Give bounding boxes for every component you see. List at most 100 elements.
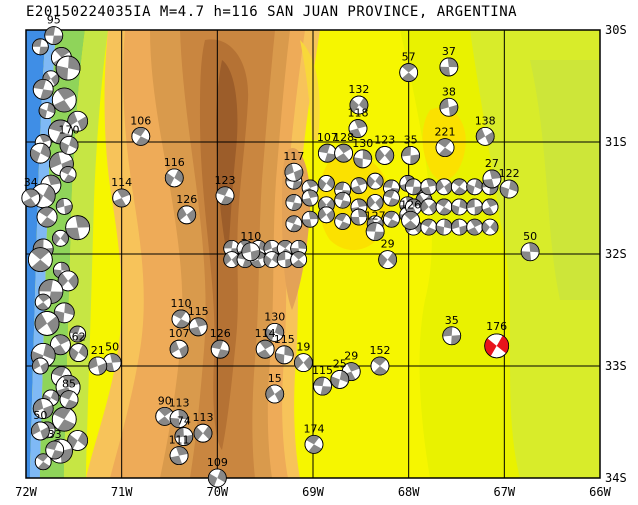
beachball-symbol: [334, 191, 352, 209]
beachball-symbol: [32, 398, 54, 419]
beachball-symbol: [420, 178, 438, 196]
lat-tick-label: 32S: [605, 247, 627, 261]
beachball-symbol: [169, 339, 189, 359]
beachball-symbol: [55, 197, 73, 215]
event-depth-label: 38: [442, 85, 456, 98]
event-depth-label: 110: [240, 230, 261, 243]
beachball-symbol: [169, 446, 189, 466]
event-depth-label: 95: [47, 14, 61, 27]
event-depth-label: 115: [188, 305, 209, 318]
map-title: E20150224035IA M=4.7 h=116 SAN JUAN PROV…: [26, 4, 518, 20]
beachball-symbol: [193, 423, 213, 443]
main-event-depth-label: 176: [486, 320, 507, 333]
beachball-symbol: [466, 178, 484, 196]
beachball-symbol: [274, 345, 294, 365]
beachball-symbol: [334, 143, 354, 163]
map-frame: [25, 29, 601, 479]
lat-tick-label: 34S: [605, 471, 627, 485]
event-depth-label: 37: [442, 45, 456, 58]
lat-tick-label: 33S: [605, 359, 627, 373]
beachball-symbol: [38, 102, 56, 120]
lat-tick-label: 30S: [605, 23, 627, 37]
beachball-symbol: [42, 70, 60, 88]
event-depth-label: 19: [296, 341, 310, 354]
beachball-symbol: [69, 325, 87, 343]
beachball-symbol: [435, 198, 453, 216]
event-depth-label: 170: [59, 123, 80, 136]
beachball-symbol: [405, 178, 422, 196]
beachball-symbol: [29, 142, 51, 164]
beachball-symbol: [435, 218, 453, 236]
event-depth-label: 33: [48, 428, 62, 441]
beachball-symbol: [420, 198, 438, 216]
lat-tick-label: 31S: [605, 135, 627, 149]
event-depth-label: 35: [404, 133, 418, 146]
beachball-symbol: [285, 194, 303, 211]
event-depth-label: 126: [400, 198, 421, 211]
beachball-symbol: [59, 135, 79, 155]
beachball-symbol: [378, 250, 398, 270]
beachball-symbol: [466, 218, 484, 236]
event-depth-label: 174: [303, 422, 324, 435]
beachball-symbol: [215, 186, 235, 206]
beachball-symbol: [370, 356, 390, 376]
beachball-symbol: [482, 169, 502, 189]
event-depth-label: 50: [105, 341, 119, 354]
beachball-symbol: [210, 339, 230, 359]
beachball-symbol: [59, 390, 79, 410]
event-depth-label: 114: [111, 176, 132, 189]
beachball-symbol: [52, 229, 69, 247]
beachball-symbol: [31, 38, 49, 56]
beachball-symbol: [265, 322, 285, 342]
event-depth-label: 107: [169, 327, 190, 340]
beachball-symbol: [334, 213, 352, 230]
beachball-symbol: [51, 406, 77, 432]
beachball-symbol: [34, 453, 52, 471]
beachball-symbol: [284, 162, 304, 182]
event-depth-label: 130: [264, 310, 285, 323]
beachball-symbol: [435, 138, 455, 158]
event-depth-label: 107: [317, 131, 338, 144]
event-depth-label: 123: [374, 133, 395, 146]
event-depth-label: 123: [214, 174, 235, 187]
event-depth-label: 90: [158, 394, 172, 407]
event-depth-label: 126: [210, 327, 231, 340]
event-depth-label: 109: [207, 456, 228, 469]
beachball-symbol: [330, 370, 350, 389]
event-depth-label: 25: [333, 357, 347, 370]
beachball-symbol: [294, 353, 313, 373]
event-depth-label: 106: [130, 114, 151, 127]
beachball-symbol: [348, 119, 368, 138]
beachball-symbol: [188, 317, 208, 337]
beachball-symbol: [34, 311, 60, 336]
lon-tick-label: 70W: [206, 485, 228, 499]
beachball-symbol: [171, 309, 191, 329]
beachball-symbol: [276, 251, 294, 269]
beachball-symbol: [67, 110, 89, 132]
beachball-symbol: [450, 218, 468, 236]
beachball-symbol: [265, 384, 285, 404]
event-depth-label: 115: [312, 364, 333, 377]
lon-tick-label: 67W: [493, 485, 515, 499]
beachball-symbol: [439, 97, 459, 117]
lon-tick-label: 72W: [15, 485, 37, 499]
beachball-symbol: [164, 168, 184, 188]
beachball-symbol: [88, 356, 108, 376]
event-depth-label: 57: [402, 51, 416, 64]
event-depth-label: 110: [170, 297, 191, 310]
beachball-symbol: [45, 440, 65, 460]
event-depth-label: 132: [348, 83, 369, 96]
main-event-beachball: [484, 333, 510, 359]
event-depth-label: 29: [344, 350, 358, 363]
beachball-symbol: [255, 339, 275, 359]
event-depth-label: 35: [445, 314, 459, 327]
beachball-symbol: [263, 251, 281, 269]
event-depth-label: 128: [333, 131, 354, 144]
beachball-symbol: [317, 206, 335, 224]
beachball-symbol: [317, 175, 335, 192]
event-depth-label: 34: [24, 176, 38, 189]
event-depth-label: 50: [523, 230, 537, 243]
event-depth-label: 21: [91, 344, 105, 357]
beachball-symbol: [32, 78, 54, 100]
event-depth-label: 111: [169, 434, 190, 447]
